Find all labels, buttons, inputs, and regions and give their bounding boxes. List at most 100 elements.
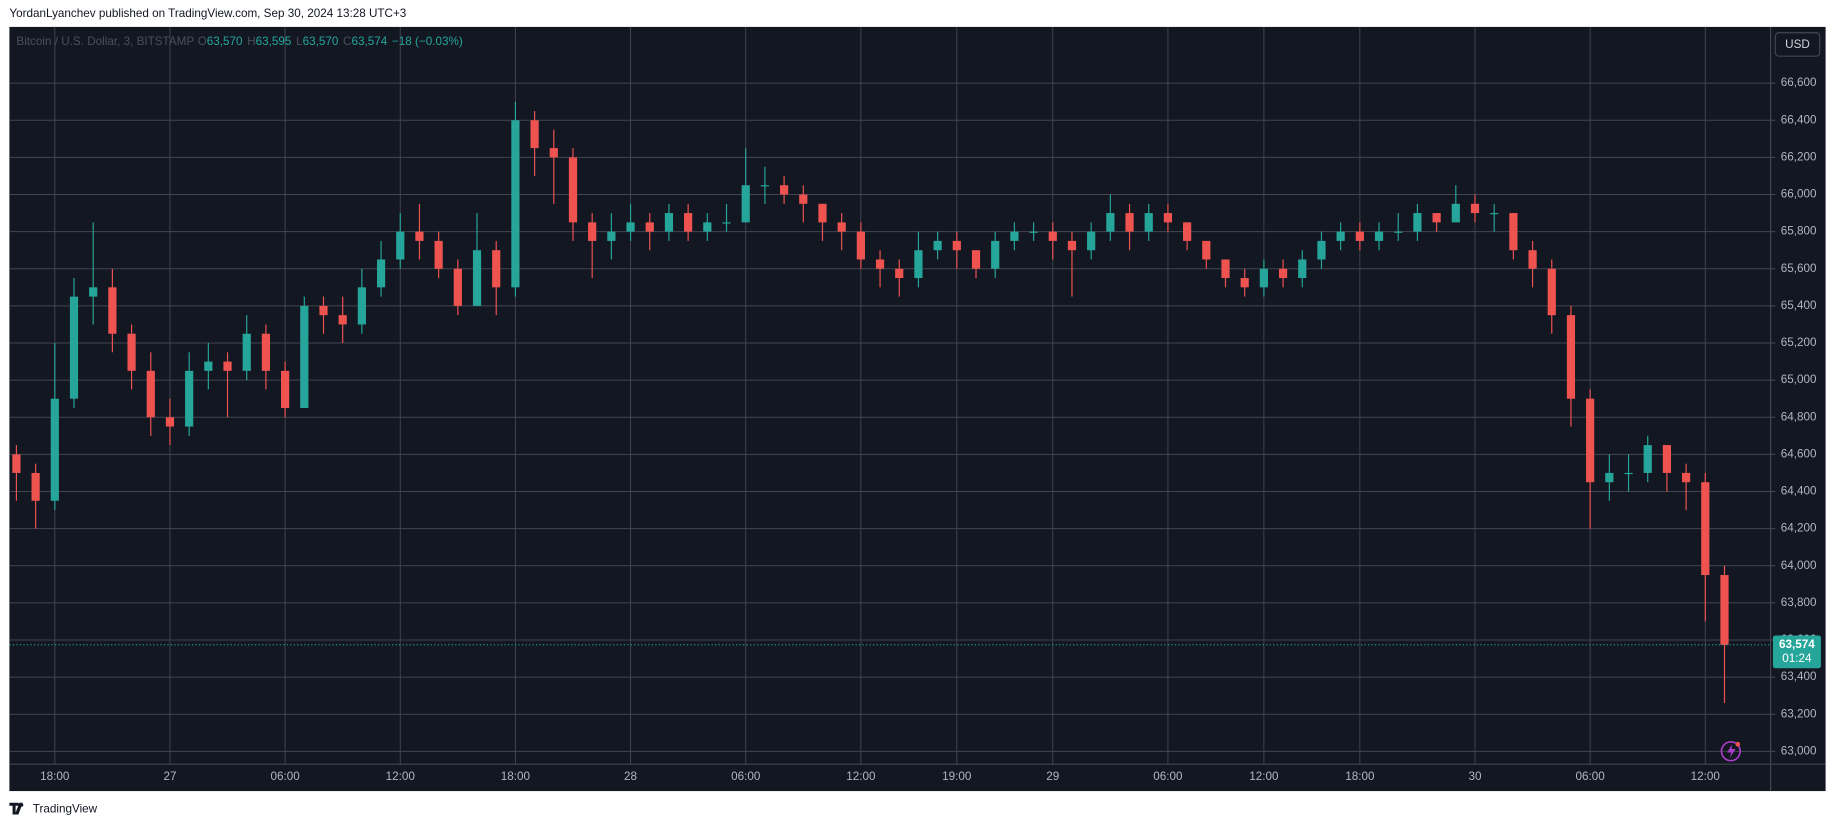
- candle-body: [1298, 259, 1307, 279]
- symbol-name: Bitcoin / U.S. Dollar, 3, BITSTAMP: [16, 35, 194, 48]
- candle-body: [1662, 445, 1672, 473]
- candle-body: [1701, 482, 1710, 576]
- candle-body: [1394, 231, 1403, 233]
- candle-body: [185, 370, 194, 427]
- candle-body: [1624, 472, 1633, 475]
- candle-body: [300, 305, 309, 408]
- x-tick-label: 19:00: [942, 770, 972, 783]
- candle-body: [223, 361, 232, 371]
- ohlc-value: 63,595: [256, 35, 292, 48]
- candle-body: [472, 250, 482, 306]
- y-tick-label: 66,600: [1781, 76, 1817, 89]
- y-tick-label: 63,400: [1781, 670, 1817, 683]
- candle-body: [1106, 213, 1115, 232]
- candle-body: [511, 120, 520, 288]
- candle-body: [12, 454, 21, 473]
- candle-body: [338, 315, 347, 325]
- candle-body: [1451, 203, 1460, 223]
- y-tick-label: 65,000: [1781, 373, 1817, 386]
- x-tick-label: 28: [624, 770, 637, 783]
- candle-body: [1202, 240, 1211, 260]
- candle-body: [434, 240, 443, 269]
- candle-body: [108, 287, 117, 334]
- x-tick-label: 06:00: [270, 770, 300, 783]
- candle-body: [741, 185, 750, 223]
- y-tick-label: 66,000: [1781, 188, 1817, 201]
- candle-body: [281, 370, 290, 408]
- currency-label[interactable]: USD: [1785, 38, 1810, 51]
- ohlc-value: 63,570: [303, 35, 339, 48]
- candle-body: [1605, 472, 1614, 483]
- last-price-label: 63,574: [1779, 638, 1815, 651]
- candle-body: [1374, 231, 1384, 241]
- change: −18 (−0.03%): [392, 35, 463, 48]
- y-tick-label: 64,200: [1781, 522, 1817, 535]
- y-tick-label: 66,400: [1781, 113, 1817, 126]
- footer-brand: TradingView: [33, 802, 98, 815]
- ohlc-value: 63,570: [207, 35, 243, 48]
- alert-icon[interactable]: [1720, 741, 1741, 762]
- candle-body: [1183, 222, 1192, 241]
- x-tick-label: 18:00: [501, 770, 531, 783]
- candle-body: [1259, 268, 1268, 288]
- candle-body: [396, 231, 405, 260]
- candle-body: [69, 296, 79, 399]
- x-tick-label: 06:00: [1153, 770, 1183, 783]
- candle-body: [1163, 213, 1173, 223]
- candle-body: [645, 222, 654, 232]
- candle-body: [799, 194, 808, 204]
- last-price-box: [1772, 635, 1821, 669]
- candle-body: [1010, 231, 1019, 241]
- candle-body: [1682, 472, 1691, 483]
- candle-body: [1048, 231, 1057, 241]
- candle-body: [204, 361, 213, 371]
- candle-body: [1221, 259, 1230, 279]
- candle-body: [357, 287, 366, 325]
- candle-body: [50, 398, 59, 501]
- candle-body: [933, 240, 942, 251]
- currency-button[interactable]: [1774, 32, 1821, 57]
- candle-body: [492, 250, 501, 288]
- ohlc-value: 63,574: [351, 35, 387, 48]
- candle-body: [1336, 231, 1345, 241]
- candle-body: [376, 259, 386, 288]
- candle-body: [127, 333, 136, 371]
- x-tick-label: 18:00: [1345, 770, 1375, 783]
- alert-bolt: [1727, 744, 1736, 759]
- y-tick-label: 64,000: [1781, 559, 1817, 572]
- candle-body: [453, 268, 462, 306]
- candle-body: [1087, 231, 1096, 251]
- tv-logo-dot: [20, 803, 24, 807]
- candle-body: [588, 222, 597, 241]
- x-tick-label: 12:00: [846, 770, 876, 783]
- y-tick-label: 63,800: [1781, 596, 1817, 609]
- candle-body: [319, 305, 328, 316]
- y-tick-label: 65,400: [1781, 299, 1817, 312]
- candle-body: [991, 240, 1000, 269]
- x-tick-label: 12:00: [1249, 770, 1279, 783]
- candle-body: [242, 333, 251, 371]
- countdown: 01:24: [1782, 652, 1812, 665]
- candle-body: [1067, 240, 1077, 251]
- publish-header: YordanLyanchev published on TradingView.…: [9, 7, 406, 20]
- candle-body: [1240, 278, 1249, 288]
- y-tick-label: 65,600: [1781, 262, 1817, 275]
- y-tick-label: 65,200: [1781, 336, 1817, 349]
- alert-dot: [1735, 741, 1741, 747]
- symbol-legend: Bitcoin / U.S. Dollar, 3, BITSTAMP O63,57…: [16, 35, 462, 48]
- candle-body: [549, 148, 558, 158]
- candle-body: [895, 268, 904, 279]
- candle-body: [261, 333, 271, 371]
- candle-body: [875, 259, 885, 269]
- candle-body: [1317, 240, 1326, 260]
- y-tick-label: 64,800: [1781, 410, 1817, 423]
- candle-body: [165, 417, 175, 427]
- ohlc-key: H: [247, 35, 255, 48]
- candle-body: [530, 120, 539, 149]
- candle-body: [1432, 213, 1441, 223]
- candle-body: [837, 222, 846, 232]
- ohlc-key: C: [343, 35, 351, 48]
- y-tick-label: 63,000: [1781, 744, 1817, 757]
- candle-body: [971, 250, 981, 269]
